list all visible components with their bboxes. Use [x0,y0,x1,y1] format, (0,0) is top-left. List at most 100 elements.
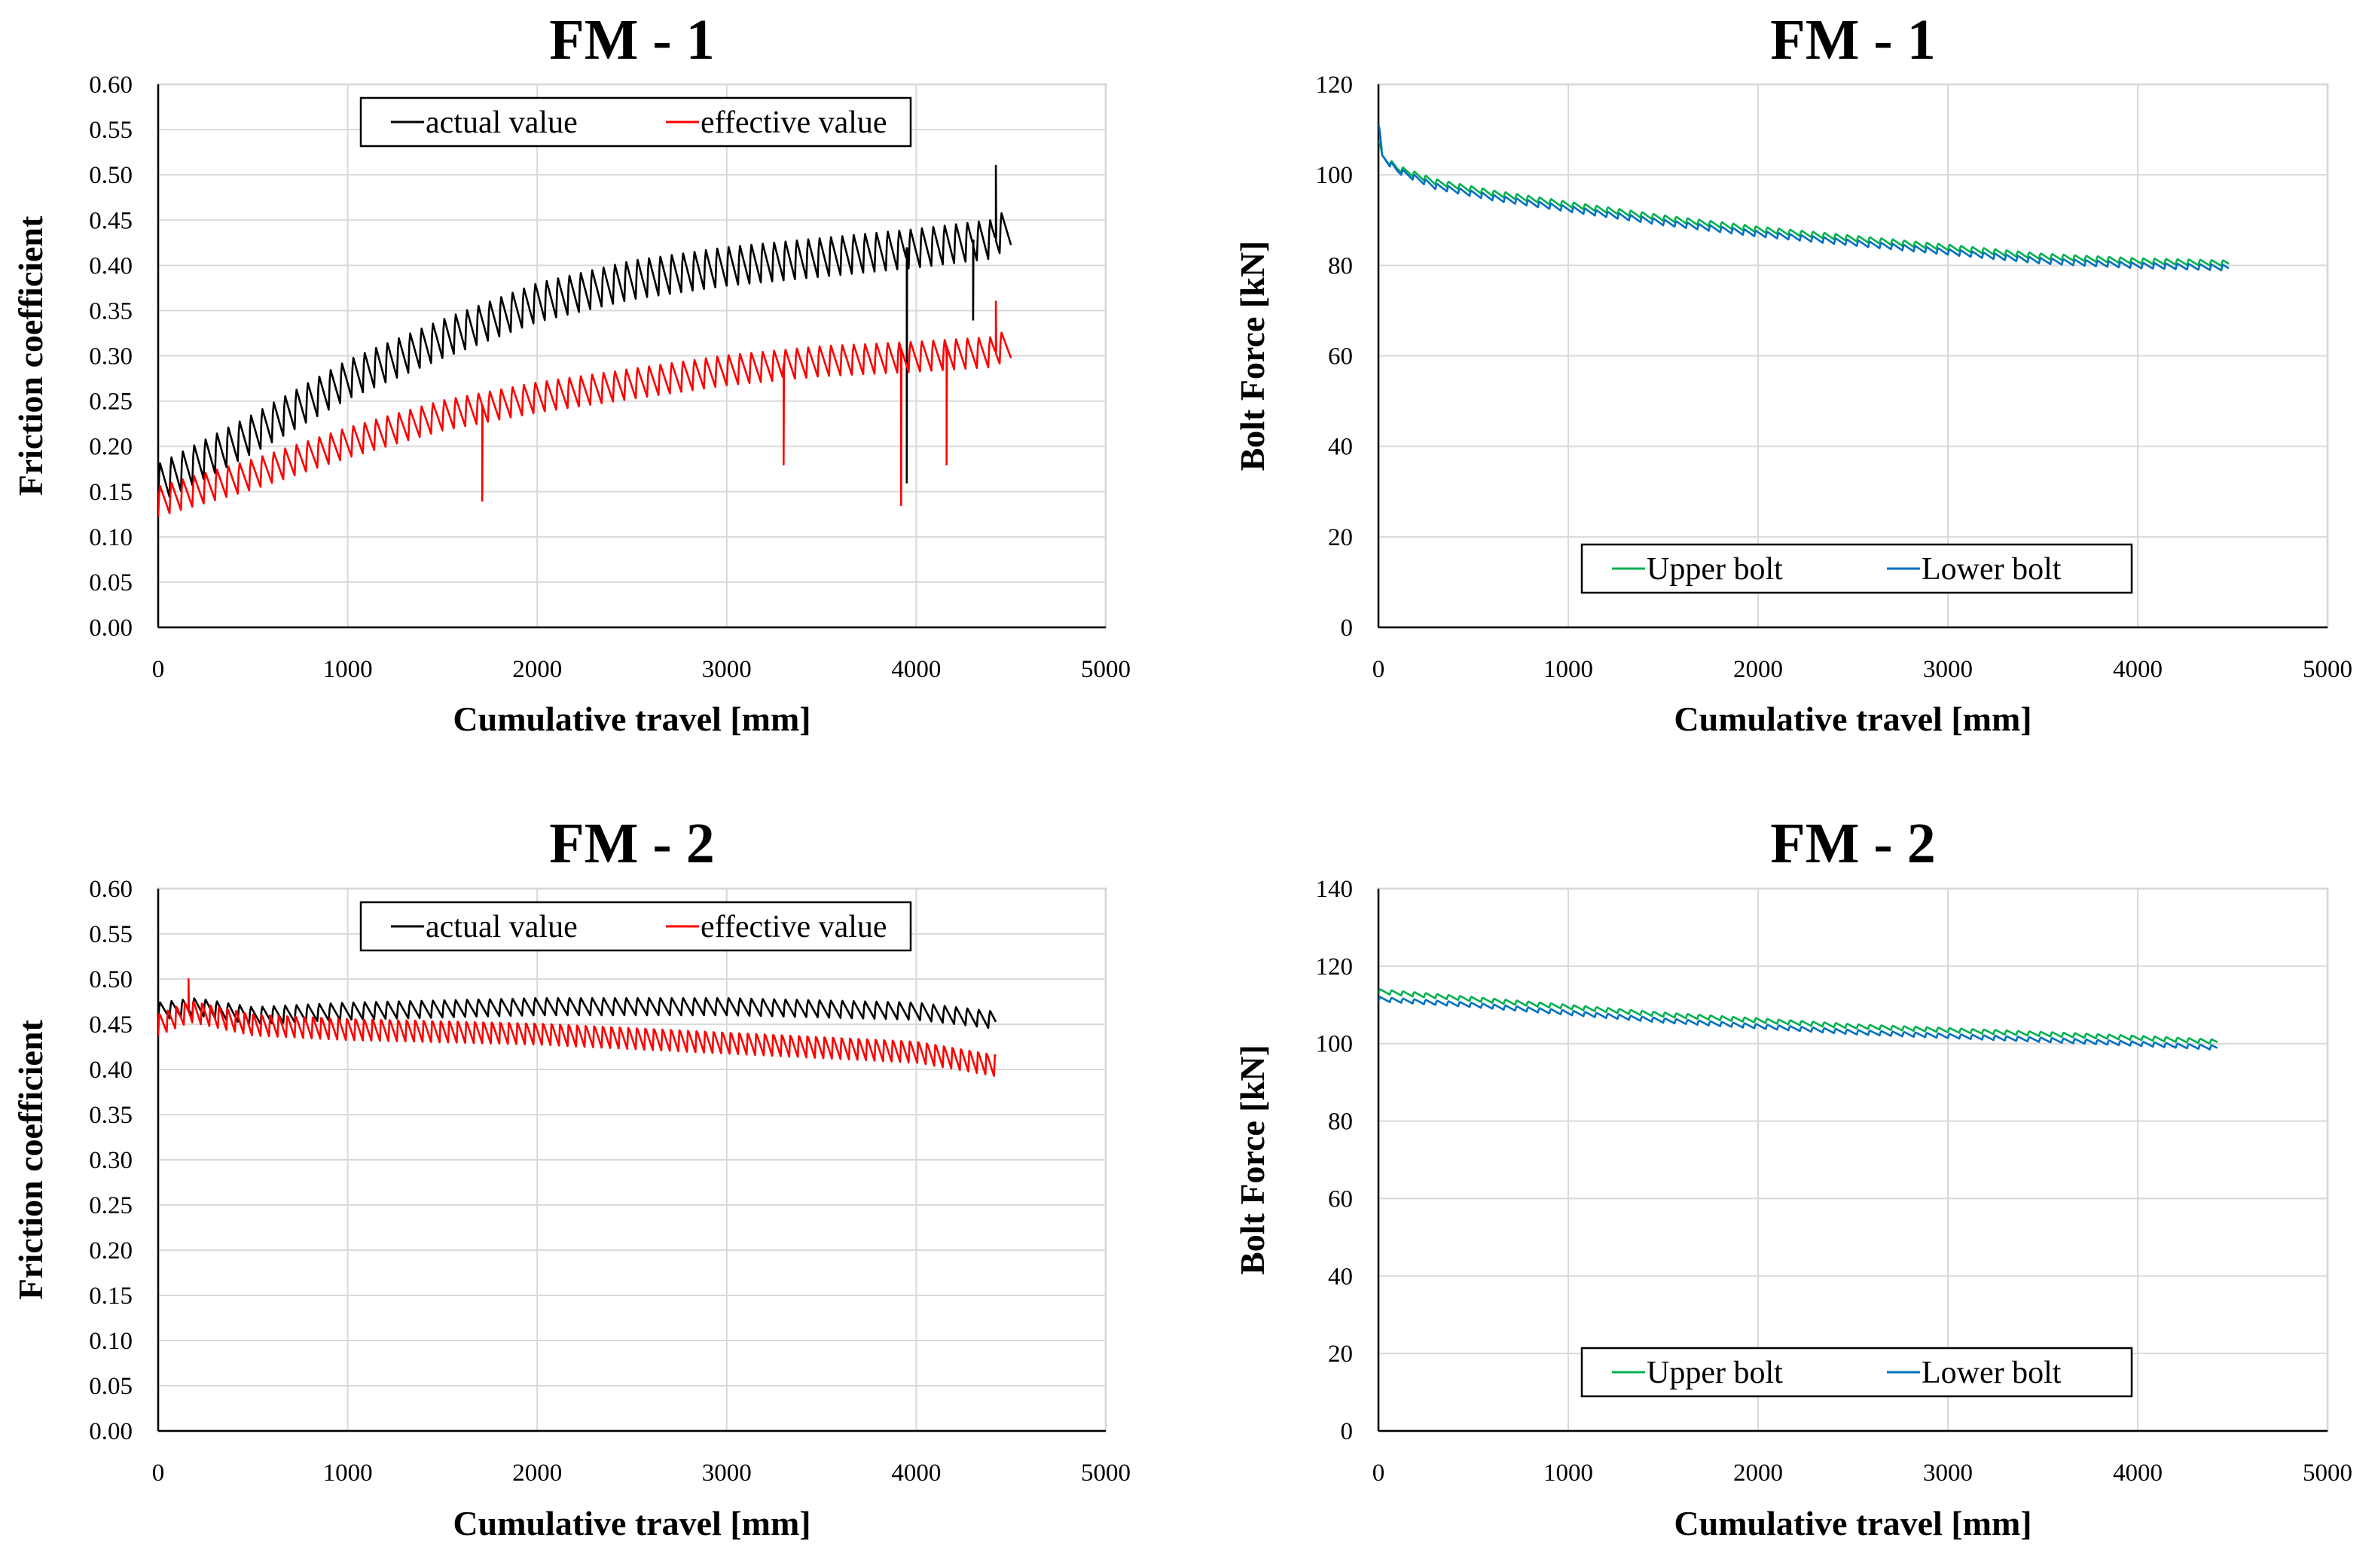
series-line-upper-bolt [1378,988,2218,1045]
y-tick-label: 0.55 [89,921,133,948]
y-tick-label: 80 [1328,252,1353,279]
y-tick-label: 40 [1328,434,1353,461]
series-line-lower-bolt [1378,123,2230,272]
y-tick-label: 0.05 [89,1373,133,1400]
y-tick-label: 0.60 [89,876,133,903]
y-tick-label: 0.50 [89,162,133,189]
y-axis-label: Bolt Force [kN] [1233,241,1271,471]
y-tick-label: 0.05 [89,569,133,596]
series-line-effective-value [158,978,997,1077]
x-tick-label: 2000 [512,1460,562,1487]
chart-fm2-friction: FM - 2 0.00 0.05 0.10 0.15 0.20 0.25 0.30 0.35 0.… [11,812,1131,1542]
series-line-actual-value [158,997,997,1030]
y-tick-label: 60 [1328,343,1353,371]
y-tick-label: 0.10 [89,1328,133,1355]
chart-fm1-bolt: FM - 1 0 20 40 60 80 100 120 0 1000 2000 3000 4000 50… [1233,8,2352,738]
y-tick-label: 80 [1328,1109,1353,1136]
y-tick-label: 0.30 [89,1147,133,1174]
x-tick-label: 1000 [323,656,373,683]
y-tick-label: 0.40 [89,252,133,279]
x-tick-label: 0 [152,656,165,683]
y-tick-label: 0.25 [89,1192,133,1219]
y-tick-label: 140 [1316,876,1354,903]
x-tick-label: 0 [1372,656,1385,683]
y-tick-label: 0.35 [89,1102,133,1129]
legend-entry-label: actual value [426,105,578,140]
series-line-upper-bolt [1378,140,2230,267]
legend-entry-label: Upper bolt [1647,1356,1783,1390]
series-line-effective-value [158,300,1012,517]
legend-box [1580,1347,2133,1398]
y-tick-label: 0.25 [89,389,133,416]
x-tick-label: 1000 [1543,656,1593,683]
y-tick-label: 0.40 [89,1057,133,1084]
y-tick-label: 0.20 [89,1237,133,1264]
x-tick-label: 4000 [891,1460,941,1487]
legend: actual value effective value [359,901,912,952]
y-tick-label: 120 [1316,72,1354,99]
x-tick-label: 3000 [702,1460,752,1487]
chart-title: FM - 1 [1770,8,1935,72]
y-axis-label: Bolt Force [kN] [1233,1045,1271,1275]
legend-entry-label: Lower bolt [1922,1356,2062,1390]
y-tick-label: 0.00 [89,615,133,642]
legend-entry-label: Upper bolt [1647,552,1783,587]
legend-box [359,96,912,148]
legend-box [1580,543,2133,594]
x-tick-label: 2000 [1733,1460,1783,1487]
y-tick-label: 100 [1316,162,1354,189]
legend-box [359,901,912,952]
y-tick-label: 0.00 [89,1418,133,1445]
x-axis-label: Cumulative travel [mm] [453,1504,810,1542]
x-tick-label: 3000 [1923,1460,1973,1487]
y-tick-label: 0.10 [89,524,133,551]
y-tick-label: 0.50 [89,966,133,993]
y-tick-label: 0.15 [89,479,133,506]
y-axis-label: Friction coefficient [11,215,50,496]
y-tick-label: 100 [1316,1031,1354,1058]
x-axis-label: Cumulative travel [mm] [453,700,810,738]
x-tick-label: 5000 [1081,656,1131,683]
x-tick-label: 5000 [2303,656,2352,683]
chart-title: FM - 1 [549,8,714,72]
y-tick-label: 60 [1328,1185,1353,1213]
x-tick-label: 5000 [1081,1460,1131,1487]
y-tick-label: 0 [1341,615,1354,642]
legend-entry-label: effective value [701,105,887,140]
y-axis-label: Friction coefficient [11,1019,50,1299]
x-tick-label: 0 [1372,1460,1385,1487]
y-tick-label: 0.35 [89,297,133,325]
x-tick-label: 1000 [323,1460,373,1487]
y-tick-label: 0.20 [89,434,133,461]
chart-title: FM - 2 [1770,812,1935,875]
y-tick-label: 0.45 [89,1011,133,1039]
chart-fm1-friction: FM - 1 0.00 0.05 0.10 0.15 0.20 0.25 0.30 0.35 0.… [11,8,1131,738]
legend-entry-label: actual value [426,910,578,944]
legend: actual value effective value [359,96,912,148]
legend-entry-label: Lower bolt [1922,552,2062,587]
y-tick-label: 0.30 [89,343,133,371]
y-tick-label: 0.60 [89,72,133,99]
series-line-lower-bolt [1378,996,2218,1051]
series-line-actual-value [158,164,1012,503]
x-tick-label: 2000 [1733,656,1783,683]
chart-fm2-bolt: FM - 2 0 20 40 60 80 100 120 140 0 1000 2000 3000 400… [1233,812,2352,1542]
legend: Upper bolt Lower bolt [1580,1347,2133,1398]
x-axis-label: Cumulative travel [mm] [1674,700,2032,738]
y-tick-label: 0.45 [89,207,133,234]
x-axis-label: Cumulative travel [mm] [1674,1504,2032,1542]
chart-title: FM - 2 [549,812,714,875]
x-tick-label: 1000 [1543,1460,1593,1487]
legend: Upper bolt Lower bolt [1580,543,2133,594]
x-tick-label: 3000 [1923,656,1973,683]
y-tick-label: 40 [1328,1263,1353,1290]
y-tick-label: 20 [1328,524,1353,551]
y-tick-label: 20 [1328,1341,1353,1368]
x-tick-label: 3000 [702,656,752,683]
y-tick-label: 120 [1316,953,1354,981]
x-tick-label: 5000 [2303,1460,2352,1487]
x-tick-label: 4000 [2113,1460,2163,1487]
x-tick-label: 4000 [891,656,941,683]
x-tick-label: 2000 [512,656,562,683]
